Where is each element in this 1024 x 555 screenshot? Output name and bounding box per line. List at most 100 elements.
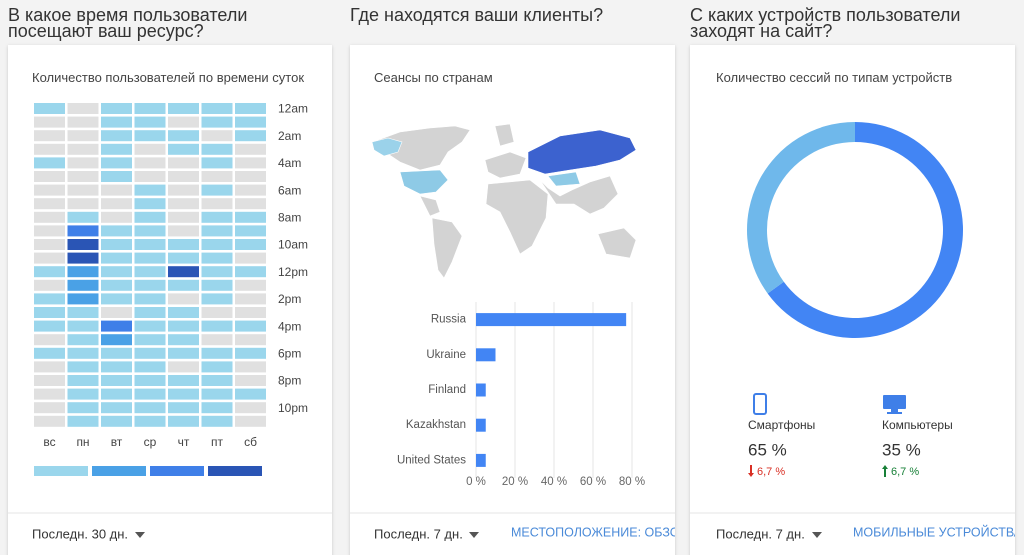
heat-cell	[134, 361, 166, 373]
legend-swatch	[150, 466, 204, 476]
heat-cell	[168, 157, 199, 169]
heat-cell	[34, 334, 65, 346]
period-select[interactable]: Последн. 30 дн.	[32, 526, 128, 541]
x-tick-label: сб	[244, 435, 257, 449]
heat-cell	[67, 157, 99, 169]
heat-cell	[235, 130, 266, 142]
heat-cell	[235, 252, 266, 264]
heat-cell	[34, 171, 65, 182]
heat-cell	[34, 116, 65, 128]
heat-cell	[34, 157, 65, 169]
heat-cell	[201, 347, 233, 359]
heat-cell	[168, 375, 199, 386]
heat-cell	[67, 279, 99, 291]
heat-cell	[134, 143, 166, 155]
heat-cell	[235, 375, 266, 386]
heat-cell	[67, 320, 99, 332]
heat-cell	[201, 388, 233, 400]
period-select[interactable]: Последн. 7 дн.	[716, 526, 805, 541]
heat-cell	[101, 239, 132, 250]
heat-cell	[168, 252, 199, 264]
heat-cell	[235, 198, 266, 210]
heat-cell	[201, 143, 233, 155]
heat-cell	[201, 293, 233, 305]
heat-cell	[235, 293, 266, 305]
heat-cell	[201, 171, 233, 182]
y-tick-label: 10pm	[278, 401, 308, 415]
heat-cell	[134, 320, 166, 332]
x-tick-label: вт	[111, 435, 123, 449]
heat-cell	[34, 211, 65, 223]
heat-cell	[34, 225, 65, 237]
heat-cell	[134, 375, 166, 386]
heat-cell	[168, 388, 199, 400]
x-tick-label: 60 %	[580, 476, 606, 488]
heat-cell	[235, 334, 266, 346]
x-tick-label: чт	[178, 435, 190, 449]
dropdown-arrow[interactable]	[812, 532, 822, 538]
heat-cell	[168, 225, 199, 237]
heat-cell	[34, 320, 65, 332]
bar	[476, 418, 486, 432]
report-link[interactable]: МОБИЛЬНЫЕ УСТРОЙСТВА	[853, 524, 1023, 539]
bar	[476, 313, 627, 327]
heat-cell	[101, 415, 132, 427]
heat-cell	[134, 184, 166, 196]
heat-cell	[34, 103, 65, 114]
heat-cell	[101, 402, 132, 414]
heat-cell	[67, 130, 99, 142]
heat-cell	[67, 388, 99, 400]
heat-cell	[134, 402, 166, 414]
donut-segment	[747, 122, 855, 294]
heat-cell	[168, 211, 199, 223]
heat-cell	[67, 225, 99, 237]
heat-cell	[34, 130, 65, 142]
heat-cell	[101, 320, 132, 332]
heat-cell	[67, 334, 99, 346]
heat-cell	[101, 157, 132, 169]
heat-cell	[34, 307, 65, 318]
heat-cell	[235, 171, 266, 182]
heat-cell	[34, 361, 65, 373]
heat-cell	[201, 402, 233, 414]
dropdown-arrow[interactable]	[469, 532, 479, 538]
heat-cell	[168, 320, 199, 332]
heat-cell	[101, 307, 132, 318]
heat-cell	[168, 239, 199, 250]
heat-cell	[101, 103, 132, 114]
card	[350, 45, 675, 555]
heat-cell	[67, 361, 99, 373]
heat-cell	[168, 279, 199, 291]
legend-label: Компьютеры	[882, 418, 953, 432]
heat-cell	[101, 211, 132, 223]
monitor-icon	[883, 395, 906, 414]
heat-cell	[235, 279, 266, 291]
world-map	[371, 123, 637, 279]
heat-cell	[168, 347, 199, 359]
heat-cell	[101, 171, 132, 182]
bar	[476, 348, 496, 362]
heat-cell	[101, 184, 132, 196]
section-heading: Где находятся ваши клиенты?	[350, 5, 604, 25]
dropdown-arrow[interactable]	[135, 532, 145, 538]
heat-cell	[67, 184, 99, 196]
report-link[interactable]: МЕСТОПОЛОЖЕНИЕ: ОБЗОР	[511, 525, 688, 539]
heat-cell	[134, 171, 166, 182]
y-tick-label: 10am	[278, 238, 308, 252]
arrow-up	[882, 465, 888, 477]
y-tick-label: 2am	[278, 129, 301, 143]
value-label: 65 %	[748, 440, 787, 459]
change-label: 6,7 %	[891, 466, 919, 478]
y-tick-label: 8am	[278, 210, 301, 224]
heat-cell	[201, 103, 233, 114]
y-tick-label: 12pm	[278, 265, 308, 279]
legend-swatch	[34, 466, 88, 476]
heat-cell	[168, 361, 199, 373]
heat-cell	[201, 279, 233, 291]
heat-cell	[134, 116, 166, 128]
period-select[interactable]: Последн. 7 дн.	[374, 526, 463, 541]
legend-swatch	[92, 466, 146, 476]
heat-cell	[235, 347, 266, 359]
heat-cell	[67, 266, 99, 278]
heat-cell	[235, 143, 266, 155]
